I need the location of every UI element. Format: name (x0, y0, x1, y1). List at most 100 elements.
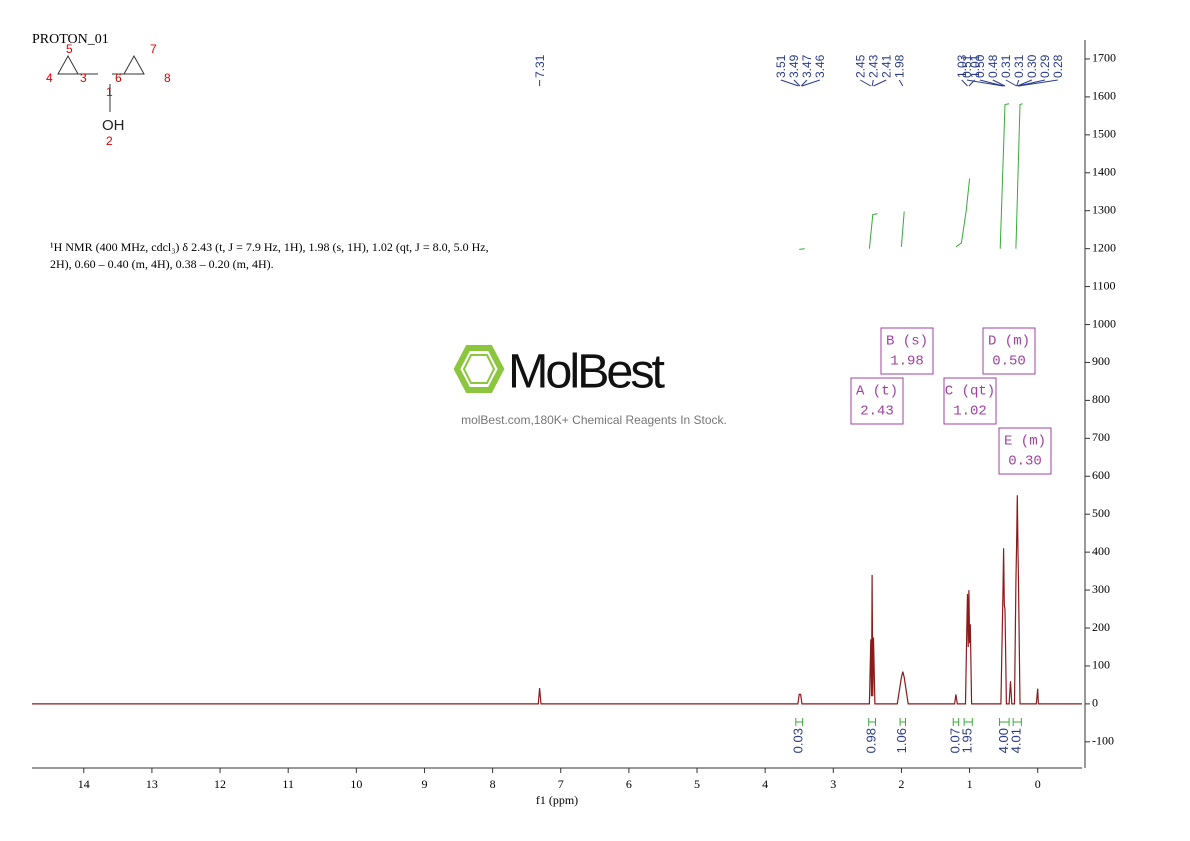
y-tick-label: 300 (1092, 582, 1110, 596)
x-tick-label: 13 (146, 777, 158, 791)
peak-label: 2.45 (853, 54, 867, 78)
y-tick-label: 1500 (1092, 127, 1116, 141)
peak-connector (979, 79, 1004, 87)
peak-connector (793, 79, 801, 87)
peak-label: 0.31 (1012, 54, 1026, 78)
integral-bracket (899, 718, 907, 726)
bonds (57, 54, 145, 112)
y-tick-label: 1200 (1092, 240, 1116, 254)
atom-label: 7 (150, 42, 157, 56)
peak-connector (800, 79, 808, 87)
x-tick-label: 14 (78, 777, 90, 791)
peak-label: 3.46 (813, 54, 827, 78)
peak-label: 3.49 (787, 54, 801, 78)
y-tick-label: 100 (1092, 658, 1110, 672)
multiplet-box (982, 327, 1036, 375)
peak-label: 0.31 (999, 54, 1013, 78)
multiplet-box (998, 427, 1052, 475)
atom-label: OH (102, 117, 125, 134)
y-tick-label: 1600 (1092, 89, 1116, 103)
y-tick-label: 600 (1092, 468, 1110, 482)
peak-connector (1016, 79, 1020, 87)
x-tick-label: 9 (421, 777, 427, 791)
integral-bracket (795, 718, 804, 726)
peak-label: 0.30 (1025, 54, 1039, 78)
x-axis-label: f1 (ppm) (536, 793, 578, 807)
y-tick-label: 800 (1092, 392, 1110, 406)
multiplet-label: C (qt) (945, 384, 995, 400)
multiplet-shift: 0.50 (992, 354, 1026, 370)
integral-bracket (1012, 718, 1022, 726)
peak-label: 1.01 (968, 54, 982, 78)
atom-label: 5 (66, 42, 73, 56)
peak-label: 2.43 (866, 54, 880, 78)
multiplet-label: D (m) (988, 334, 1030, 350)
brand: MolBest (508, 346, 665, 399)
integral-label: 1.06 (894, 728, 909, 753)
y-tick-label: 200 (1092, 620, 1110, 634)
integral-bracket (999, 718, 1010, 726)
x-tick-label: 2 (898, 777, 904, 791)
multiplet-box (880, 327, 934, 375)
peak-label: 0.48 (986, 54, 1000, 78)
x-tick-label: 4 (762, 777, 768, 791)
logo (462, 354, 496, 384)
peak-connector (992, 79, 1006, 87)
logo (453, 345, 505, 393)
multiplet-shift: 1.02 (953, 404, 987, 420)
peak-label: 1.03 (955, 54, 969, 78)
multiplet-shift: 0.30 (1008, 454, 1042, 470)
atom-label: 8 (164, 71, 171, 85)
peak-connector (780, 79, 799, 87)
description: ¹H NMR (400 MHz, cdcl₃) δ 2.43 (t, J = 7… (50, 240, 489, 254)
peak-label: 1.98 (892, 54, 906, 78)
atom-label: 2 (106, 134, 113, 148)
spectrum-line (32, 495, 1082, 705)
y-tick-label: 500 (1092, 506, 1110, 520)
x-tick-label: 5 (694, 777, 700, 791)
multiplet-shift: 1.98 (890, 354, 924, 370)
description: 2H), 0.60 – 0.40 (m, 4H), 0.38 – 0.20 (m… (50, 257, 274, 271)
integral-bracket (952, 718, 960, 726)
integral-label: 4.01 (1009, 728, 1024, 753)
integral-label: 1.95 (960, 728, 975, 753)
peak-connector (873, 79, 887, 87)
integral-label: 0.03 (791, 728, 806, 753)
y-tick-label: 1000 (1092, 316, 1116, 330)
atom-label: 1 (106, 85, 113, 99)
peak-label: 0.28 (1051, 54, 1065, 78)
chart-title: PROTON_01 (32, 32, 109, 47)
peak-label: 2.41 (879, 54, 893, 78)
y-tick-label: 1300 (1092, 202, 1116, 216)
x-tick-label: 8 (490, 777, 496, 791)
x-tick-label: 3 (830, 777, 836, 791)
molecule: 5 4 3 1 6 7 8 OH 2 (46, 42, 171, 148)
atom-label: 3 (80, 71, 87, 85)
peak-label: 3.51 (774, 54, 788, 78)
multiplet-box (943, 377, 997, 425)
y-tick-label: 1700 (1092, 51, 1116, 65)
peak-connector (1018, 79, 1058, 87)
multiplet-label: E (m) (1004, 434, 1046, 450)
x-tick-label: 7 (558, 777, 564, 791)
integral-bracket (963, 718, 973, 726)
y-tick-label: 700 (1092, 430, 1110, 444)
peak-connector (1017, 79, 1033, 87)
integral-label: 0.98 (864, 728, 879, 753)
peak-label: 3.47 (800, 54, 814, 78)
x-tick-label: 12 (214, 777, 226, 791)
peak-connector (961, 79, 968, 87)
peak-connector (860, 79, 872, 87)
x-tick-label: 0 (1035, 777, 1041, 791)
multiplet-label: A (t) (856, 384, 898, 400)
slogan: molBest.com,180K+ Chemical Reagents In S… (461, 413, 727, 427)
x-tick-label: 10 (350, 777, 362, 791)
peak-label: 0.51 (960, 54, 974, 78)
peak-connector (1005, 79, 1017, 87)
peak-label: 7.31 (533, 54, 547, 78)
integral-label: 4.00 (996, 728, 1011, 753)
y-tick-label: 1400 (1092, 165, 1116, 179)
atom-label: 4 (46, 71, 53, 85)
